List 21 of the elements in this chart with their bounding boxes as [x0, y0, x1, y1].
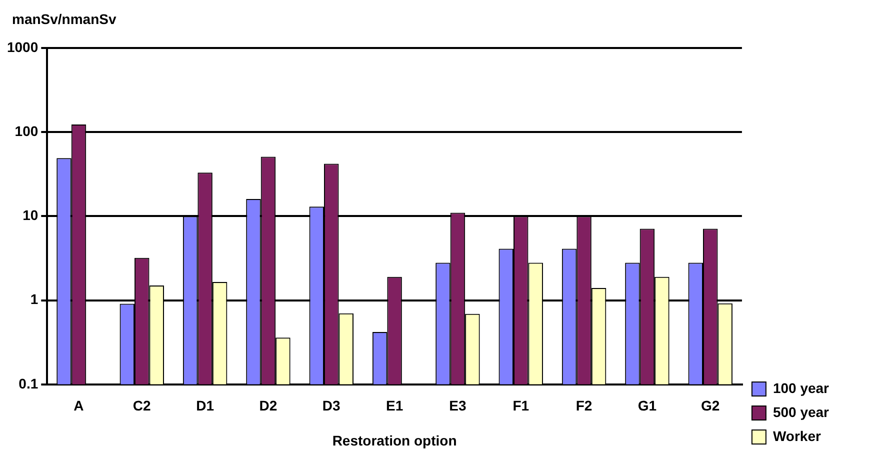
- y-tick-label: 10: [22, 207, 38, 224]
- x-tick-label: D3: [322, 398, 341, 414]
- x-tick-label: C2: [132, 398, 152, 414]
- x-axis-title: Restoration option: [332, 432, 457, 448]
- legend-label: Worker: [772, 428, 822, 444]
- y-tick-label: 0.1: [18, 375, 38, 392]
- legend-label: 100 year: [772, 380, 830, 396]
- y-tick-label: 1: [30, 291, 38, 308]
- x-tick-label: A: [74, 398, 84, 414]
- x-tick-label: F2: [576, 398, 592, 414]
- y-tick-label: 100: [14, 122, 38, 139]
- x-tick-label: D1: [196, 398, 214, 414]
- y-axis-title: manSv/nmanSv: [12, 10, 116, 27]
- x-tick-label: D2: [259, 398, 278, 414]
- x-tick-label: E3: [449, 398, 466, 414]
- x-tick-label: G1: [638, 398, 657, 414]
- legend-label: 500 year: [772, 404, 830, 420]
- y-tick-label: 1000: [6, 38, 38, 55]
- x-tick-label: E1: [386, 398, 404, 414]
- x-tick-label: G2: [701, 398, 720, 414]
- x-tick-label: F1: [512, 398, 530, 414]
